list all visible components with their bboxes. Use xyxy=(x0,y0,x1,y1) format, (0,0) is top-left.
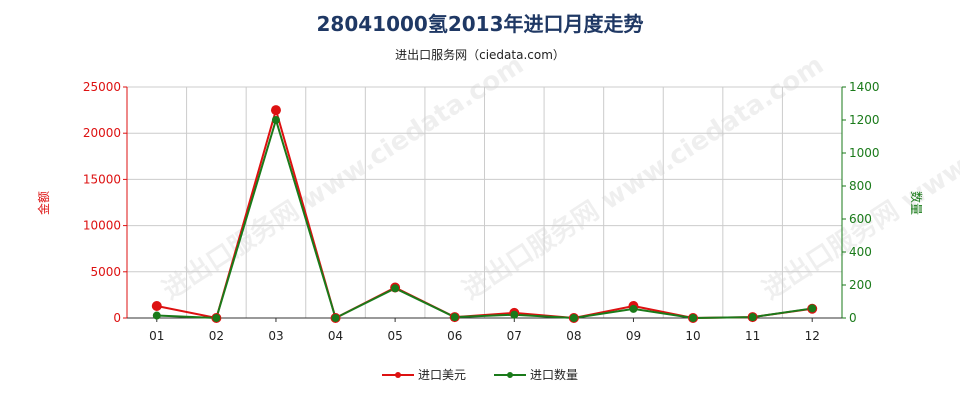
data-point-qty xyxy=(212,314,221,322)
data-point-qty xyxy=(748,313,757,322)
y-tick-label-right: 800 xyxy=(849,179,872,193)
y-tick-label-left: 20000 xyxy=(83,126,121,140)
watermark-text: 进出口服务网 www.ciedata.com xyxy=(457,50,829,306)
y-tick-label-right: 0 xyxy=(849,311,857,325)
x-tick-label: 09 xyxy=(626,329,641,343)
data-point-qty xyxy=(271,116,280,124)
series-line-qty xyxy=(156,116,813,320)
legend-item-qty[interactable]: 进口数量 xyxy=(494,366,578,383)
x-tick-label: 05 xyxy=(387,329,402,343)
data-point-qty xyxy=(331,314,340,322)
data-point-qty xyxy=(391,284,400,293)
y-tick-label-left: 5000 xyxy=(90,265,121,279)
x-tick-label: 11 xyxy=(745,329,760,343)
chart-title: 28041000氢2013年进口月度走势 xyxy=(316,12,644,36)
x-tick-label: 12 xyxy=(805,329,820,343)
x-tick-label: 01 xyxy=(149,329,164,343)
data-point-qty xyxy=(689,314,698,322)
x-tick-label: 08 xyxy=(566,329,581,343)
y-tick-label-right: 1200 xyxy=(849,113,880,127)
legend-swatch-usd xyxy=(381,370,414,380)
y-tick-label-left: 10000 xyxy=(83,219,121,233)
x-tick-label: 06 xyxy=(447,329,462,343)
legend-label-qty: 进口数量 xyxy=(530,368,579,382)
data-point-usd xyxy=(151,300,162,311)
y-axis-title-left: 金额 xyxy=(36,191,51,215)
y-tick-label-left: 15000 xyxy=(83,172,121,186)
chart-legend: 进口美元 进口数量 xyxy=(0,366,960,383)
y-tick-label-left: 0 xyxy=(113,311,121,325)
data-point-qty xyxy=(629,304,638,313)
x-tick-label: 03 xyxy=(268,329,283,343)
legend-swatch-qty xyxy=(494,370,526,380)
x-tick-label: 02 xyxy=(209,329,224,343)
data-point-qty xyxy=(569,314,578,322)
y-axis-title-right: 数量 xyxy=(909,191,924,215)
watermark-text: 进出口服务网 www.ciedata.com xyxy=(157,50,529,306)
y-tick-label-right: 600 xyxy=(849,212,872,226)
data-point-qty xyxy=(808,304,817,313)
y-tick-label-right: 400 xyxy=(849,245,872,259)
data-point-qty xyxy=(510,310,519,319)
x-tick-label: 10 xyxy=(685,329,700,343)
legend-label-usd: 进口美元 xyxy=(417,368,466,382)
x-tick-label: 04 xyxy=(328,329,343,343)
y-tick-label-right: 200 xyxy=(849,278,872,292)
y-tick-label-left: 25000 xyxy=(83,80,121,94)
legend-item-usd[interactable]: 进口美元 xyxy=(381,366,466,383)
y-tick-label-right: 1000 xyxy=(849,146,880,160)
x-tick-label: 07 xyxy=(507,329,522,343)
y-tick-label-right: 1400 xyxy=(849,80,880,94)
data-point-usd xyxy=(270,105,281,116)
data-point-qty xyxy=(152,311,161,320)
chart-subtitle: 进出口服务网（ciedata.com） xyxy=(395,48,565,62)
data-point-qty xyxy=(450,313,459,322)
